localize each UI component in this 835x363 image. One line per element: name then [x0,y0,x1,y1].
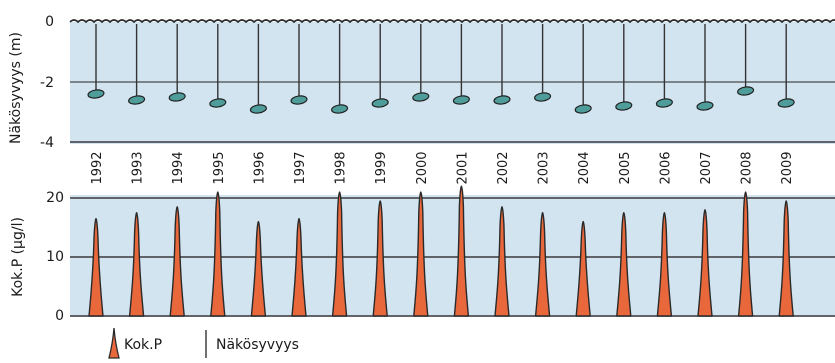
visibility-point-2008 [737,86,755,96]
phosphorus-spike-2005 [616,212,632,317]
phosphorus-spike-1997 [291,217,307,317]
phosphorus-spike-2007 [697,209,713,317]
phosphorus-tick-10: 10 [46,249,64,265]
phosphorus-spike-1994 [169,206,185,317]
year-label-2005: 2005 [618,151,633,184]
visibility-point-2002 [493,95,511,105]
phosphorus-spike-2000 [413,191,429,317]
visibility-point-2007 [696,101,714,111]
visibility-tick-0: 0 [45,14,54,30]
visibility-point-1993 [128,95,146,105]
visibility-point-1997 [290,95,308,105]
phosphorus-spike-icon [108,327,120,359]
visibility-point-2009 [777,98,795,108]
visibility-tick-minus4: -4 [40,135,54,151]
visibility-point-1998 [331,104,349,114]
year-label-2004: 2004 [577,151,592,184]
phosphorus-y-axis-label: Kok.P (µg/l) [10,217,26,297]
phosphorus-spike-2003 [534,212,551,317]
year-label-2002: 2002 [496,151,511,184]
legend-label-kokp: Kok.P [124,337,162,353]
legend-label-nakosyvyys: Näkösyvyys [216,337,299,353]
phosphorus-spike-2009 [778,200,794,317]
visibility-marks [87,24,795,114]
phosphorus-spike-2002 [494,206,510,317]
visibility-point-2006 [655,98,673,108]
visibility-point-2000 [412,92,430,102]
phosphorus-plot-background [70,195,835,317]
visibility-point-2004 [574,104,592,114]
phosphorus-tick-0: 0 [55,308,64,324]
year-label-1998: 1998 [334,151,349,184]
phosphorus-spike-2004 [575,220,591,317]
year-label-2008: 2008 [740,151,755,184]
visibility-y-axis-label: Näkösyvyys (m) [8,32,24,144]
visibility-point-1995 [209,98,227,108]
water-surface-line [69,19,835,24]
year-label-1995: 1995 [212,151,227,184]
year-label-2006: 2006 [658,151,673,184]
phosphorus-panel: 20 10 0 Kok.P (µg/l) [10,185,835,324]
phosphorus-spike-1993 [128,212,145,317]
phosphorus-spike-2001 [453,185,470,317]
year-label-2007: 2007 [699,151,714,184]
phosphorus-marks [88,185,794,317]
visibility-point-2001 [452,95,470,105]
year-label-1993: 1993 [131,151,146,184]
year-label-2001: 2001 [455,151,470,184]
visibility-plot-background [70,22,835,144]
visibility-panel: 0 -2 -4 Näkösyvyys (m) [8,14,835,151]
year-label-1999: 1999 [374,151,389,184]
phosphorus-spike-1995 [210,191,226,317]
year-labels: 1992 1993 1994 1995 1996 1997 1998 1999 2000 2001… [90,151,795,184]
phosphorus-spike-1998 [331,191,348,317]
phosphorus-spike-2006 [656,212,673,317]
phosphorus-tick-20: 20 [46,190,64,206]
year-label-1996: 1996 [252,151,267,184]
phosphorus-spike-2008 [737,191,754,317]
visibility-point-2003 [534,92,552,102]
year-label-1997: 1997 [293,151,308,184]
year-label-1994: 1994 [171,151,186,184]
phosphorus-spike-1996 [250,220,267,317]
visibility-point-1996 [249,104,267,114]
visibility-point-1992 [87,89,105,99]
legend: Kok.P Näkösyvyys [108,327,299,359]
year-label-2000: 2000 [415,151,430,184]
visibility-point-1994 [168,92,186,102]
visibility-point-2005 [615,101,633,111]
phosphorus-spike-1999 [372,200,388,317]
year-label-2009: 2009 [780,151,795,184]
year-label-1992: 1992 [90,151,105,184]
visibility-point-1999 [371,98,389,108]
year-label-2003: 2003 [537,151,552,184]
phosphorus-spike-1992 [88,217,104,317]
visibility-tick-minus2: -2 [40,75,54,91]
